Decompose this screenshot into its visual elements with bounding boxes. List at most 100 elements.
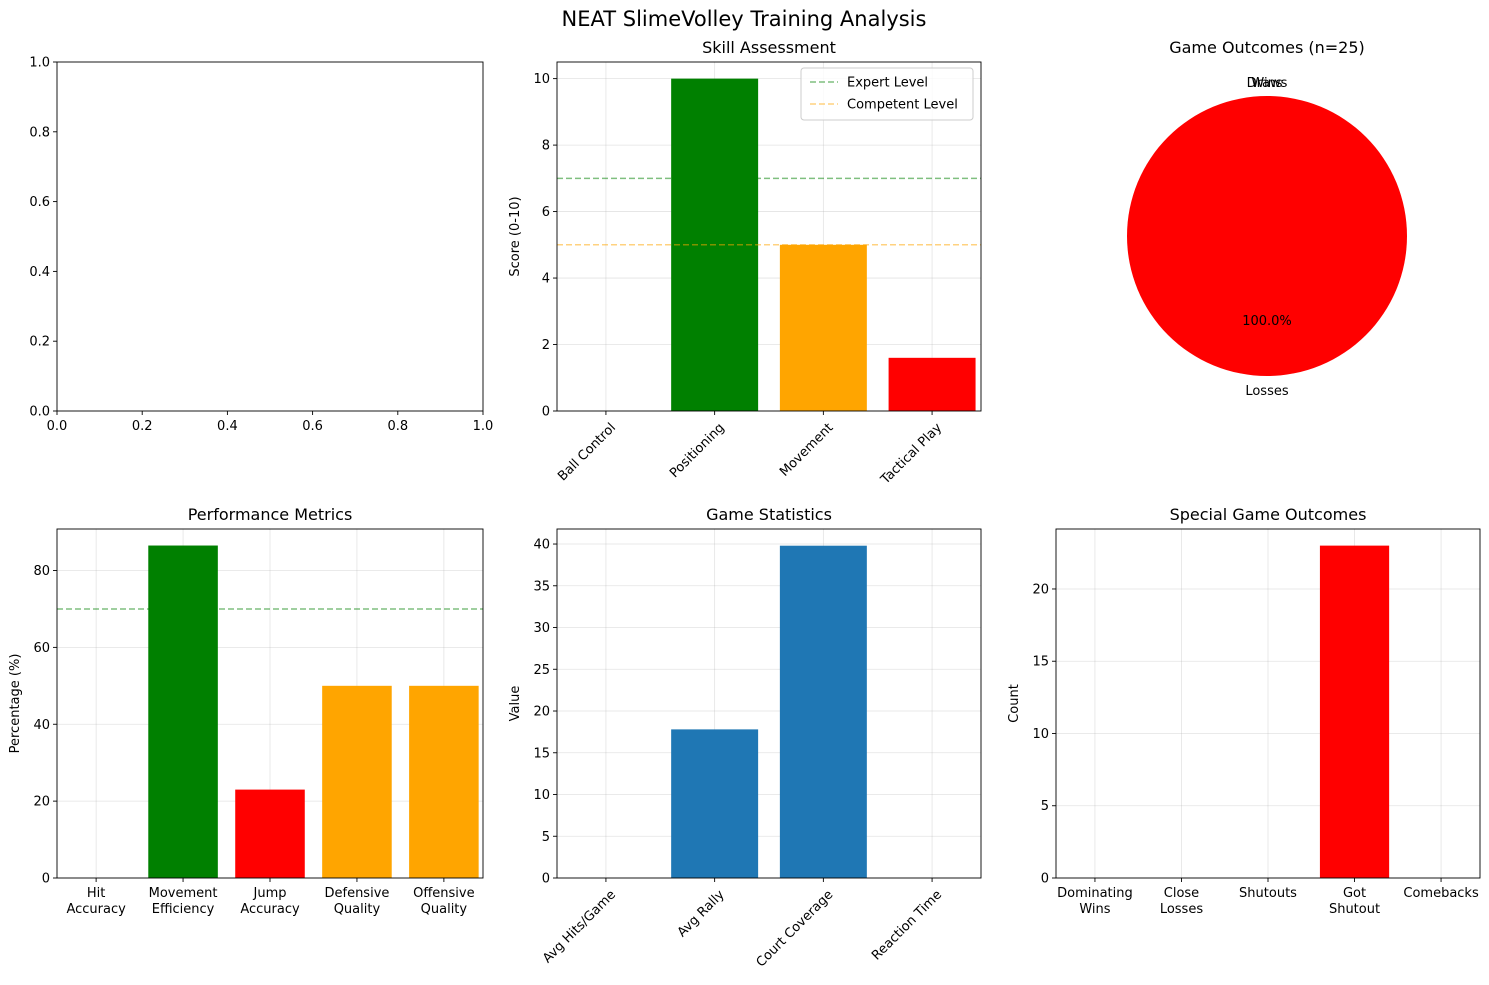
y-tick-label: 0.8 bbox=[29, 125, 50, 140]
x-tick-label: 0.4 bbox=[217, 419, 238, 434]
y-tick-label: 4 bbox=[542, 272, 550, 287]
y-tick-label: 30 bbox=[533, 621, 550, 636]
legend-entry: Competent Level bbox=[847, 98, 958, 113]
y-tick-label: 20 bbox=[533, 705, 550, 720]
y-tick-label: 0.6 bbox=[29, 195, 50, 210]
y-tick-label: 0 bbox=[542, 405, 550, 420]
legend-entry: Expert Level bbox=[847, 76, 928, 91]
bar-gamestats-2 bbox=[779, 545, 867, 878]
x-tick-label-line: Accuracy bbox=[240, 902, 300, 917]
y-tick-label: 0.0 bbox=[29, 405, 50, 420]
y-tick-label: 6 bbox=[542, 205, 550, 220]
bar-skill-2 bbox=[779, 244, 867, 411]
y-tick-label: 35 bbox=[533, 579, 550, 594]
panel-title: Performance Metrics bbox=[188, 505, 353, 524]
y-tick-label: 10 bbox=[1032, 727, 1049, 742]
y-tick-label: 80 bbox=[33, 564, 50, 579]
x-tick-label-line: Got bbox=[1343, 886, 1366, 901]
x-tick-label-line: Comebacks bbox=[1403, 886, 1479, 901]
x-tick-label-line: Movement bbox=[149, 886, 218, 901]
y-tick-label: 10 bbox=[533, 788, 550, 803]
x-tick-label: 0.6 bbox=[302, 419, 323, 434]
x-tick-label-line: Defensive bbox=[324, 886, 389, 901]
y-tick-label: 40 bbox=[33, 718, 50, 733]
x-tick-label-line: Efficiency bbox=[152, 902, 215, 917]
panel-special: 0 5 10 15 20 Dominating Wins Close Losses Shutout… bbox=[1007, 505, 1481, 917]
pie-pct-label: 100.0% bbox=[1242, 314, 1292, 329]
figure-title: NEAT SlimeVolley Training Analysis bbox=[562, 7, 927, 31]
x-tick-label-line: Quality bbox=[334, 902, 381, 917]
y-tick-label: 20 bbox=[33, 795, 50, 810]
x-tick-label: Jump Accuracy bbox=[240, 886, 300, 917]
bar-special-3 bbox=[1319, 545, 1390, 878]
bar-performance-4 bbox=[409, 685, 479, 878]
y-tick-label: 0.4 bbox=[29, 265, 50, 280]
panel-title: Special Game Outcomes bbox=[1170, 505, 1367, 524]
x-tick-label: 1.0 bbox=[473, 419, 494, 434]
y-axis-label: Score (0-10) bbox=[508, 196, 523, 276]
x-tick-label: Defensive Quality bbox=[324, 886, 389, 917]
x-tick-label: Comebacks bbox=[1403, 886, 1479, 901]
y-axis-label: Value bbox=[508, 686, 523, 722]
legend: Expert Level Competent Level bbox=[800, 67, 974, 121]
panel-title: Game Outcomes (n=25) bbox=[1169, 38, 1365, 57]
y-tick-label: 25 bbox=[533, 663, 550, 678]
pie-slice-2 bbox=[1127, 96, 1407, 376]
x-tick-label-line: Hit bbox=[87, 886, 105, 901]
x-tick-label-line: Offensive bbox=[413, 886, 475, 901]
x-tick-label: Shutouts bbox=[1239, 886, 1297, 901]
x-tick-label-line: Close bbox=[1164, 886, 1199, 901]
y-axis-label: Percentage (%) bbox=[8, 654, 23, 754]
bar-skill-3 bbox=[888, 357, 976, 411]
y-axis-label: Count bbox=[1007, 684, 1022, 723]
x-tick-label: Got Shutout bbox=[1329, 886, 1380, 917]
bar-performance-3 bbox=[322, 685, 392, 878]
y-tick-label: 5 bbox=[1041, 799, 1049, 814]
y-tick-label: 15 bbox=[1032, 655, 1049, 670]
x-tick-label: 0.8 bbox=[387, 419, 408, 434]
y-tick-label: 0.2 bbox=[29, 335, 50, 350]
x-tick-label-line: Wins bbox=[1079, 902, 1110, 917]
x-tick-label-line: Shutouts bbox=[1239, 886, 1297, 901]
y-tick-label: 60 bbox=[33, 641, 50, 656]
y-tick-label: 5 bbox=[542, 830, 550, 845]
y-tick-label: 40 bbox=[533, 538, 550, 553]
y-tick-label: 20 bbox=[1032, 582, 1049, 597]
bar-gamestats-1 bbox=[671, 729, 759, 878]
x-tick-label: Close Losses bbox=[1160, 886, 1204, 917]
panel-empty: 0.0 0.2 0.4 0.6 0.8 1.0 0.0 0.2 0.4 0.6 0.8 1.0 bbox=[29, 56, 493, 435]
y-tick-label: 0 bbox=[1041, 872, 1049, 887]
panel-title: Skill Assessment bbox=[702, 38, 836, 57]
x-tick-label-line: Losses bbox=[1160, 902, 1204, 917]
x-tick-label: 0.2 bbox=[132, 419, 153, 434]
legend-frame bbox=[800, 67, 974, 121]
y-tick-label: 0 bbox=[42, 872, 50, 887]
pie-label: Wins bbox=[1251, 76, 1282, 91]
panel-outcomes: Game Outcomes (n=25)Wins0.0%Draws0.0%Los… bbox=[1127, 38, 1407, 399]
x-tick-label: Hit Accuracy bbox=[66, 886, 126, 917]
axes-frame bbox=[556, 528, 982, 879]
bar-performance-1 bbox=[148, 545, 218, 878]
y-tick-label: 8 bbox=[542, 139, 550, 154]
bar-performance-2 bbox=[235, 789, 305, 878]
x-tick-label: 0.0 bbox=[47, 419, 68, 434]
y-tick-label: 0 bbox=[542, 872, 550, 887]
x-tick-label: Movement Efficiency bbox=[149, 886, 218, 917]
pie-label: Losses bbox=[1245, 384, 1289, 399]
axes-frame bbox=[56, 61, 484, 412]
y-tick-label: 2 bbox=[542, 338, 550, 353]
panel-title: Game Statistics bbox=[706, 505, 832, 524]
y-tick-label: 15 bbox=[533, 746, 550, 761]
y-tick-label: 10 bbox=[533, 72, 550, 87]
x-tick-label-line: Quality bbox=[421, 902, 468, 917]
x-tick-label: Dominating Wins bbox=[1057, 886, 1133, 917]
y-tick-label: 1.0 bbox=[29, 56, 50, 71]
x-tick-label-line: Jump bbox=[253, 886, 287, 901]
x-tick-label-line: Accuracy bbox=[66, 902, 126, 917]
x-tick-label-line: Dominating bbox=[1057, 886, 1133, 901]
x-tick-label: Offensive Quality bbox=[413, 886, 475, 917]
pie-label: Draws bbox=[1247, 76, 1288, 91]
x-tick-label-line: Shutout bbox=[1329, 902, 1380, 917]
